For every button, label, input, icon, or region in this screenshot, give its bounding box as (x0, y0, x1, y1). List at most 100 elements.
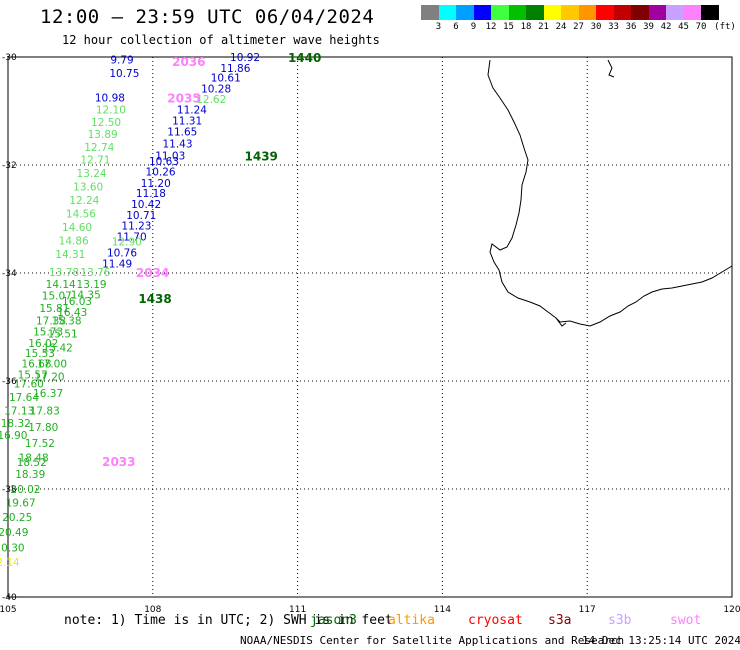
wave-height-value: 11.70 (117, 231, 147, 243)
wave-height-value: 17.52 (25, 438, 55, 450)
units-note: note: 1) Time is in UTC; 2) SWH is in fe… (64, 613, 393, 628)
latitude-tick-label: -36 (2, 377, 17, 387)
wave-height-value: 11.23 (121, 220, 151, 232)
wave-height-value: 14.35 (71, 290, 101, 302)
wave-height-value: 16.43 (57, 307, 87, 319)
wave-height-value: 10.76 (107, 247, 137, 259)
wave-height-value: 20.02 (10, 484, 40, 496)
longitude-tick-label: 105 (0, 605, 17, 615)
pass-time-label: 1438 (138, 292, 171, 306)
legend-swatch (421, 5, 439, 20)
wave-height-value: 12.90 (112, 237, 142, 249)
legend-label: 36 (625, 22, 637, 32)
wave-height-value: 11.31 (172, 116, 202, 128)
legend-unit: (ft) (714, 22, 736, 32)
legend-label: 9 (470, 22, 477, 32)
wave-height-value: 11.20 (141, 178, 171, 190)
pass-time-label: 1439 (245, 149, 278, 163)
latitude-tick-label: -38 (2, 485, 17, 495)
legend-swatch (683, 5, 701, 20)
wave-height-value: 20.49 (0, 527, 28, 539)
legend-swatch (648, 5, 666, 20)
legend-label: 15 (503, 22, 514, 32)
legend-label: 42 (660, 22, 672, 32)
wave-height-value: 15.73 (33, 326, 63, 338)
wave-height-value: 15.81 (39, 303, 69, 315)
legend-swatch (543, 5, 561, 20)
wave-height-value: 11.86 (220, 63, 250, 75)
legend-swatch (456, 5, 474, 20)
wave-height-value: 10.26 (146, 166, 176, 178)
wave-height-value: 20.30 (0, 542, 25, 554)
wave-height-value: 13.89 (88, 129, 118, 141)
wave-height-value: 13.60 (73, 182, 103, 194)
wave-height-value: 22.14 (0, 557, 20, 569)
satellite-label-s3b: s3b (608, 613, 632, 628)
wave-height-value: 13.24 (77, 168, 107, 180)
wave-height-value: 9.79 (110, 55, 133, 67)
wave-height-value: 10.28 (201, 83, 231, 95)
wave-height-value: 11.49 (102, 258, 132, 270)
wave-height-value: 18.52 (17, 457, 47, 469)
wave-height-value: 14.14 (46, 279, 76, 291)
wave-height-value: 12.50 (91, 117, 121, 129)
wave-height-value: 13.76 (80, 267, 110, 279)
wave-height-value: 17.64 (9, 392, 39, 404)
wave-height-value: 12.74 (84, 142, 114, 154)
wave-height-value: 17.13 (4, 406, 34, 418)
legend-label: 70 (695, 22, 707, 32)
legend-swatch (473, 5, 491, 20)
legend-swatch (666, 5, 684, 20)
wave-height-value: 11.18 (136, 188, 166, 200)
legend-swatch (701, 5, 719, 20)
wave-height-value: 15.51 (48, 328, 78, 340)
wave-height-value: 12.24 (69, 195, 99, 207)
longitude-tick-label: 117 (579, 605, 596, 615)
latitude-tick-label: -34 (2, 269, 17, 279)
wave-height-value: 19.67 (6, 498, 36, 510)
wave-height-value: 16.03 (62, 296, 92, 308)
legend-label: 24 (555, 22, 567, 32)
wave-height-value: 17.80 (28, 422, 58, 434)
wave-height-value: 16.68 (22, 359, 52, 371)
wave-height-value: 17.20 (35, 372, 65, 384)
wave-height-value: 15.57 (18, 370, 48, 382)
satellite-label-altika: altika (388, 613, 435, 628)
page-subtitle: 12 hour collection of altimeter wave hei… (62, 33, 380, 47)
wave-height-value: 17.38 (36, 316, 66, 328)
pass-time-label: 2036 (172, 55, 205, 69)
wave-height-value: 16.37 (33, 388, 63, 400)
wave-height-value: 10.98 (95, 93, 125, 105)
latitude-tick-label: -40 (2, 593, 17, 603)
wave-height-value: 17.60 (14, 379, 44, 391)
legend-label: 39 (643, 22, 654, 32)
legend-swatch (508, 5, 526, 20)
wave-height-value: 17.83 (30, 406, 60, 418)
legend-label: 6 (453, 22, 459, 32)
wave-height-value: 12.62 (196, 94, 226, 106)
wave-height-value: 12.71 (80, 155, 110, 167)
color-legend (421, 5, 719, 20)
wave-height-value: 11.65 (167, 127, 197, 139)
wave-height-value: 14.56 (66, 209, 96, 221)
legend-label: 3 (435, 22, 442, 32)
legend-swatch (491, 5, 509, 20)
legend-label: 18 (520, 22, 532, 32)
wave-height-value: 17.00 (37, 359, 67, 371)
wave-height-value: 12.10 (96, 104, 126, 116)
pass-time-label: 1440 (288, 51, 321, 65)
wave-height-value: 18.39 (15, 469, 45, 481)
wave-height-value: 14.60 (62, 222, 92, 234)
wave-height-value: 18.48 (19, 453, 49, 465)
latitude-tick-label: -32 (2, 161, 17, 171)
satellite-label-jason3: jason3 (310, 613, 357, 628)
legend-swatch (561, 5, 579, 20)
wave-height-value: 10.92 (230, 52, 260, 64)
legend-swatch (631, 5, 649, 20)
legend-label: 21 (538, 22, 549, 32)
wave-height-value: 16.02 (28, 338, 58, 350)
legend-swatch (526, 5, 544, 20)
pass-time-label: 2033 (102, 455, 135, 469)
wave-height-value: 14.86 (59, 236, 89, 248)
